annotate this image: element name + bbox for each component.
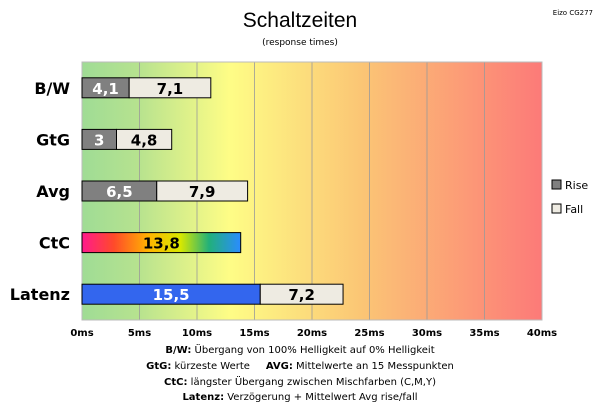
caption-latenz-key: Latenz <box>182 392 221 403</box>
legend-swatch <box>551 203 562 214</box>
bar-fall <box>116 128 173 150</box>
bar-fall <box>156 180 249 202</box>
x-tick-label: 30ms <box>412 328 442 339</box>
bar-label-fall: 7,1 <box>157 80 184 98</box>
x-tick-label: 25ms <box>354 328 384 339</box>
caption-latenz-text: Verzögerung + Mittelwert Avg rise/fall <box>224 392 418 403</box>
corner-label: Eizo CG277 <box>553 9 593 17</box>
x-tick-label: 10ms <box>182 328 212 339</box>
caption-ctc: CtC: längster Übergang zwischen Mischfar… <box>164 377 436 388</box>
caption-avg-key: AVG <box>265 361 289 372</box>
caption-bw: B/W: Übergang von 100% Helligkeit auf 0%… <box>165 345 435 356</box>
x-tick-label: 40ms <box>527 328 557 339</box>
x-axis: 0ms 5ms 10ms 15ms 20ms 25ms 30ms 35ms 40ms <box>70 328 557 339</box>
x-tick-label: 20ms <box>297 328 327 339</box>
bars: 4,1 7,1 3 4,8 6,5 7,9 13,8 15,5 7,2 <box>81 77 344 305</box>
bar-label-fall: 7,9 <box>189 183 216 201</box>
legend-swatch <box>551 179 562 190</box>
category-label: Avg <box>36 182 70 201</box>
caption-latenz: Latenz: Verzögerung + Mittelwert Avg ris… <box>182 392 418 403</box>
x-tick-label: 15ms <box>239 328 269 339</box>
caption-bw-text: Übergang von 100% Helligkeit auf 0% Hell… <box>191 345 435 356</box>
bar-label-fall: 7,2 <box>288 286 315 304</box>
category-label: CtC <box>39 234 70 253</box>
gridlines <box>139 62 485 320</box>
legend-label: Rise <box>565 179 588 192</box>
x-tick-label: 5ms <box>128 328 151 339</box>
bar-label-rise: 15,5 <box>153 286 190 304</box>
caption-gtg-key: GtG <box>146 361 168 372</box>
chart-subtitle: (response times) <box>262 38 338 48</box>
bar-label-rise: 3 <box>94 131 104 149</box>
chart-title: Schaltzeiten <box>243 9 357 32</box>
caption-bw-key: B/W <box>165 345 188 356</box>
bar-label-fall: 4,8 <box>131 131 158 149</box>
x-tick-label: 35ms <box>469 328 499 339</box>
y-axis: B/W GtG Avg CtC Latenz <box>10 79 71 304</box>
bar-label-rise: 6,5 <box>106 183 133 201</box>
bar-fall <box>128 77 212 99</box>
bar-fall <box>259 283 344 305</box>
caption-ctc-text: längster Übergang zwischen Mischfarben (… <box>187 377 436 388</box>
caption-gtg-text: kürzeste Werte <box>171 361 250 372</box>
category-label: Latenz <box>10 285 70 304</box>
caption-gtg-avg: GtG: kürzeste Werte AVG: Mittelwerte an … <box>146 361 454 372</box>
legend-label: Fall <box>565 203 583 216</box>
legend: Rise Fall <box>551 179 588 216</box>
category-label: GtG <box>36 130 70 149</box>
bar-rise <box>81 232 242 254</box>
caption-ctc-key: CtC <box>164 377 184 388</box>
x-tick-label: 0ms <box>70 328 93 339</box>
category-label: B/W <box>34 79 70 98</box>
bar-label-rise: 13,8 <box>143 235 180 253</box>
bar-label-rise: 4,1 <box>92 80 119 98</box>
caption-avg-text: Mittelwerte an 15 Messpunkten <box>292 361 454 372</box>
